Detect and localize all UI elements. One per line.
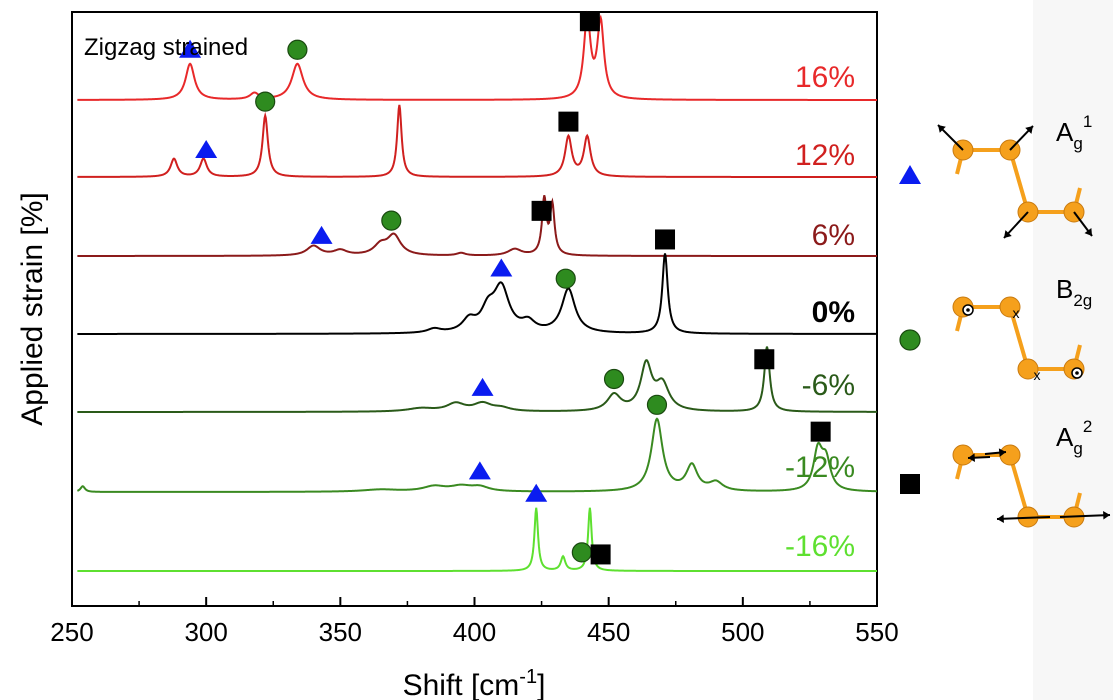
x-tick-label: 350: [319, 617, 362, 647]
arrow-head: [1004, 230, 1012, 238]
marker-circle-b2g: [555, 268, 576, 289]
series-label: 0%: [812, 296, 855, 329]
mode-label: B2g: [1056, 274, 1092, 310]
series-line--16%: [77, 507, 877, 572]
x-tick-label: 450: [587, 617, 630, 647]
mode-label: Ag1: [1056, 112, 1092, 153]
molecule-b2g: x x B2g: [952, 274, 1092, 383]
series-line-0%: [77, 253, 877, 335]
marker-circle-b2g: [287, 39, 308, 60]
marker-circle-b2g: [255, 91, 276, 112]
marker-square-ag2: [590, 544, 611, 565]
atom: [952, 444, 974, 466]
arrow-head: [1103, 510, 1110, 520]
x-tick-label: 550: [855, 617, 898, 647]
series-line-16%: [77, 10, 877, 101]
marker-layer: [179, 11, 831, 565]
arrow-head: [938, 125, 946, 133]
marker-triangle-ag1: [468, 461, 491, 480]
marker-square-ag2: [579, 11, 600, 32]
atom: [1017, 358, 1039, 380]
series-line-12%: [77, 104, 877, 178]
marker-square-ag2: [754, 349, 775, 370]
arrow-head: [1025, 126, 1033, 134]
x-tick-label: 300: [184, 617, 227, 647]
into-plane-x: x: [1034, 367, 1041, 383]
series-label: -16%: [785, 530, 855, 563]
atom: [999, 296, 1021, 318]
displacement-arrow: [996, 516, 1051, 520]
marker-triangle-ag1: [179, 39, 202, 58]
annotation-zigzag: Zigzag strained: [84, 34, 248, 61]
displacement-arrow: [1059, 514, 1111, 518]
marker-circle-b2g: [603, 368, 625, 390]
page-margin: [1033, 0, 1113, 700]
marker-triangle-ag1: [471, 377, 494, 396]
plot-frame: [71, 11, 878, 607]
marker-circle-b2g: [571, 542, 592, 563]
marker-square-ag2: [810, 421, 831, 442]
marker-triangle-ag1: [525, 483, 548, 502]
series-line--6%: [77, 346, 877, 413]
mode-legend: Ag1 x x B2g Ag2: [899, 112, 1111, 528]
series-label: -12%: [785, 451, 855, 484]
legend-circle: [899, 329, 921, 351]
x-tick-label: 500: [721, 617, 764, 647]
marker-circle-b2g: [646, 394, 668, 415]
bond: [963, 148, 1074, 214]
out-of-plane-dot: [966, 308, 970, 312]
arrow-head: [998, 448, 1006, 457]
series-label: 16%: [795, 61, 855, 94]
legend-triangle: [899, 165, 921, 184]
mode-label: Ag2: [1056, 417, 1092, 458]
y-axis-label: Applied strain [%]: [16, 192, 49, 425]
marker-square-ag2: [558, 111, 579, 132]
molecule-ag2: Ag2: [952, 417, 1111, 528]
into-plane-x: x: [1013, 305, 1020, 321]
atom: [999, 444, 1021, 466]
series-line--12%: [77, 417, 878, 493]
plot-area: [71, 11, 878, 607]
marker-triangle-ag1: [310, 225, 333, 244]
arrow-head: [1084, 228, 1092, 236]
x-axis: 250 300 350 400 450 500 550: [50, 597, 899, 647]
marker-triangle-ag1: [490, 258, 513, 277]
series-layer: 16% 12% 6% 0% -6% -12% -16%: [77, 10, 878, 572]
arrow-head: [968, 453, 975, 462]
arrow-head: [997, 514, 1004, 524]
legend-square: [900, 474, 920, 494]
marker-square-ag2: [655, 229, 676, 250]
x-tick-label: 400: [453, 617, 496, 647]
series-label: 12%: [795, 139, 855, 172]
series-label: -6%: [802, 369, 855, 402]
bond: [963, 305, 1074, 371]
series-line-6%: [77, 195, 877, 257]
x-tick-label: 250: [50, 617, 93, 647]
x-axis-label: Shift [cm-1]: [403, 666, 546, 700]
marker-circle-b2g: [381, 210, 402, 231]
marker-square-ag2: [531, 200, 552, 221]
marker-triangle-ag1: [195, 140, 218, 159]
out-of-plane-dot: [1075, 371, 1079, 375]
series-label: 6%: [812, 219, 855, 252]
molecule-ag1: Ag1: [937, 112, 1093, 239]
bond: [963, 453, 1074, 519]
